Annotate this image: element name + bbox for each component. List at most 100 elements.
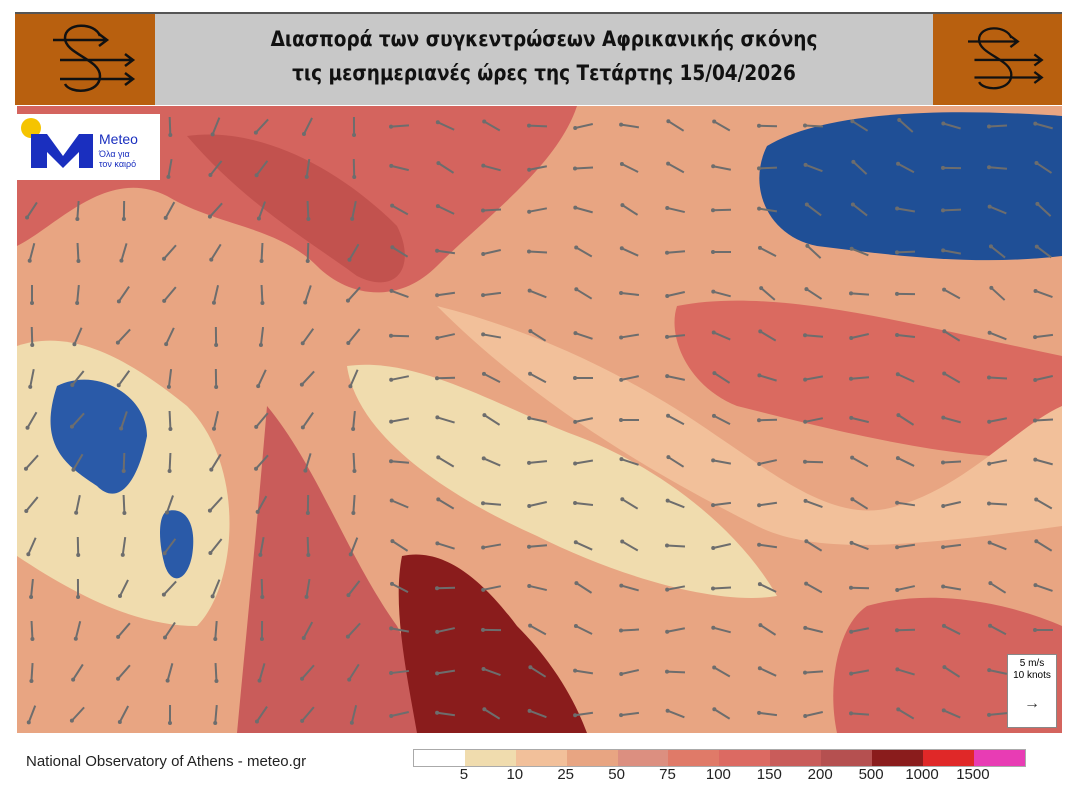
wind-arrow [666, 585, 686, 591]
wind-arrow [804, 124, 824, 128]
wind-arrow [30, 326, 34, 346]
wind-arrow-head [482, 707, 487, 712]
wind-arrow-head [208, 551, 213, 556]
wind-arrow [1036, 245, 1052, 259]
wind-arrow [943, 666, 961, 678]
wind-arrow-head [987, 419, 992, 424]
wind-arrow-head [481, 293, 486, 298]
wind-arrow [758, 166, 778, 170]
legend-tick-label: 150 [756, 766, 782, 783]
wind-arrow-head [389, 333, 394, 338]
wind-arrow [304, 453, 312, 471]
dust-concentration-map[interactable] [17, 106, 1062, 733]
wind-arrow [302, 412, 314, 428]
wind-arrow-head [163, 635, 168, 640]
wind-arrow-head [849, 336, 854, 341]
wind-arrow [437, 205, 455, 215]
wind-arrow-head [619, 162, 624, 167]
wind-arrow-head [619, 671, 624, 676]
wind-arrow-head [665, 205, 670, 210]
wind-arrow-head [527, 209, 532, 214]
wind-arrow [1035, 458, 1053, 466]
wind-arrow-head [941, 584, 946, 589]
wind-arrow-head [758, 623, 763, 628]
wind-arrow [303, 117, 313, 135]
wind-arrow-head [527, 544, 532, 549]
wind-arrow [306, 536, 310, 556]
wind-arrow-head [527, 708, 532, 713]
wind-arrow-head [711, 458, 716, 463]
wind-arrow [988, 669, 1008, 675]
wind-arrow-head [30, 636, 35, 641]
wind-arrow-head [757, 206, 762, 211]
wind-arrow-head [987, 124, 992, 129]
wind-arrow-head [527, 167, 532, 172]
wind-arrow-head [258, 552, 263, 557]
wind-arrow [214, 620, 218, 640]
wind-arrow [122, 452, 126, 472]
legend-tick-label: 100 [705, 766, 731, 783]
wind-scale-knots: 10 knots [1013, 670, 1051, 681]
wind-arrow-head [711, 330, 716, 335]
wind-arrow [804, 375, 824, 381]
wind-arrow-head [389, 377, 394, 382]
wind-arrow-head [528, 329, 533, 334]
wind-arrow-head [989, 285, 994, 290]
wind-arrow [213, 411, 219, 429]
wind-arrow [529, 289, 547, 299]
wind-arrow [390, 627, 410, 633]
wind-arrow-head [988, 623, 993, 628]
wind-arrow [989, 541, 1007, 551]
wind-arrow [390, 124, 410, 128]
wind-arrow [306, 242, 310, 262]
wind-arrow-head [1033, 377, 1038, 382]
wind-arrow-head [305, 510, 310, 515]
wind-arrow-head [665, 587, 670, 592]
wind-arrow [620, 292, 640, 296]
legend-tick-label: 75 [659, 766, 676, 783]
wind-arrow-head [711, 250, 715, 255]
wind-arrow-head [347, 257, 352, 262]
wind-arrow-head [527, 583, 532, 588]
wind-arrow-head [619, 628, 624, 633]
wind-arrow [851, 247, 869, 257]
wind-arrow-head [209, 467, 214, 472]
wind-arrow-head [300, 425, 305, 430]
wind-arrow [167, 158, 173, 178]
wind-arrow [482, 208, 502, 212]
wind-arrow-head [213, 720, 218, 725]
wind-arrow-head [1034, 497, 1039, 502]
wind-arrow [29, 368, 35, 388]
legend-tick-label: 1000 [905, 766, 939, 783]
wind-arrow-head [116, 383, 121, 388]
wind-arrow [163, 580, 177, 596]
wind-arrow-head [757, 666, 762, 671]
wind-arrow [352, 494, 356, 514]
wind-arrow-head [942, 329, 947, 334]
wind-arrow [25, 454, 39, 470]
wind-arrow-head [436, 161, 441, 166]
wind-arrow [163, 538, 177, 554]
wind-arrow-head [849, 540, 854, 545]
wind-arrow-head [573, 540, 578, 545]
wind-arrow-head [619, 457, 624, 462]
wind-arrow-head [351, 510, 356, 515]
wind-arrow-head [213, 636, 218, 641]
wind-arrow-head [757, 418, 762, 423]
wind-arrow [850, 627, 870, 633]
wind-arrow-head [481, 627, 486, 632]
wind-arrow-head [29, 678, 34, 683]
wind-arrow-head [1033, 418, 1038, 423]
wind-arrow [72, 453, 84, 471]
wind-arrow-head [711, 413, 716, 418]
wind-arrow [347, 622, 361, 638]
wind-arrow [713, 331, 731, 341]
wind-arrow [666, 544, 686, 548]
legend-tick-label: 200 [807, 766, 833, 783]
wind-arrow-head [351, 426, 356, 431]
wind-arrow-head [895, 372, 900, 377]
wind-arrow [713, 708, 731, 720]
wind-arrow [352, 410, 356, 430]
wind-arrow [165, 327, 175, 345]
wind-arrow-head [757, 166, 762, 171]
